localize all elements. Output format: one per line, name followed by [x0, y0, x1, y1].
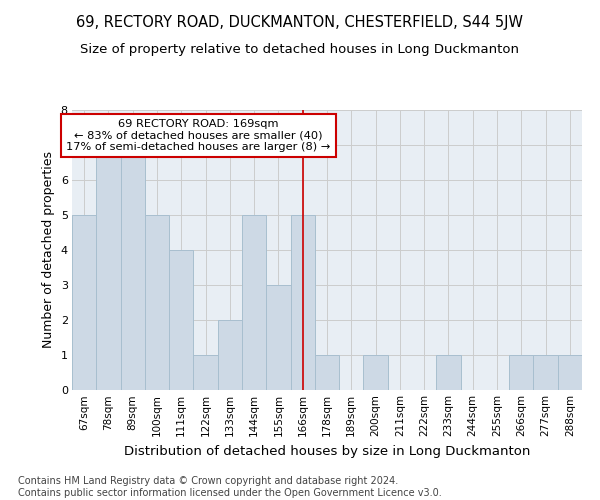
Bar: [121, 145, 145, 390]
Bar: [218, 320, 242, 390]
Text: 69 RECTORY ROAD: 169sqm
← 83% of detached houses are smaller (40)
17% of semi-de: 69 RECTORY ROAD: 169sqm ← 83% of detache…: [66, 118, 331, 152]
Bar: [290, 215, 315, 390]
Bar: [364, 355, 388, 390]
Bar: [193, 355, 218, 390]
Bar: [315, 355, 339, 390]
Bar: [96, 145, 121, 390]
Bar: [436, 355, 461, 390]
Bar: [509, 355, 533, 390]
Bar: [242, 215, 266, 390]
Bar: [145, 215, 169, 390]
Y-axis label: Number of detached properties: Number of detached properties: [42, 152, 55, 348]
Bar: [72, 215, 96, 390]
Text: Contains HM Land Registry data © Crown copyright and database right 2024.
Contai: Contains HM Land Registry data © Crown c…: [18, 476, 442, 498]
X-axis label: Distribution of detached houses by size in Long Duckmanton: Distribution of detached houses by size …: [124, 444, 530, 458]
Text: Size of property relative to detached houses in Long Duckmanton: Size of property relative to detached ho…: [80, 42, 520, 56]
Bar: [266, 285, 290, 390]
Text: 69, RECTORY ROAD, DUCKMANTON, CHESTERFIELD, S44 5JW: 69, RECTORY ROAD, DUCKMANTON, CHESTERFIE…: [77, 15, 523, 30]
Bar: [169, 250, 193, 390]
Bar: [558, 355, 582, 390]
Bar: [533, 355, 558, 390]
